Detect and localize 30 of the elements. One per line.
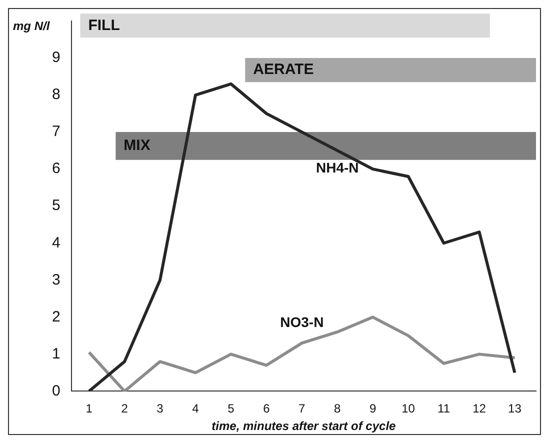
series-label: NO3-N xyxy=(280,314,324,330)
y-tick-label: 0 xyxy=(52,382,60,400)
y-tick-label: 2 xyxy=(52,308,60,326)
x-tick-label: 5 xyxy=(228,402,235,416)
x-tick-label: 11 xyxy=(438,402,450,416)
band-label: MIX xyxy=(124,137,150,154)
x-tick-label: 12 xyxy=(472,402,486,416)
y-tick-label: 3 xyxy=(52,271,60,288)
x-tick-label: 4 xyxy=(192,402,200,416)
x-axis-title: time, minutes after start of cycle xyxy=(212,419,396,434)
x-tick-label: 6 xyxy=(263,402,270,416)
y-tick-label: 5 xyxy=(52,197,60,214)
x-tick-label: 1 xyxy=(86,402,93,416)
series-label: NH4-N xyxy=(316,160,359,176)
band-label: FILL xyxy=(88,16,120,34)
x-tick-label: 3 xyxy=(156,402,164,416)
y-tick-label: 6 xyxy=(52,160,60,178)
x-tick-label: 10 xyxy=(402,402,416,416)
x-tick-label: 9 xyxy=(369,402,376,416)
x-tick-label: 2 xyxy=(121,402,128,416)
band-label: AERATE xyxy=(253,61,314,78)
x-tick-label: 8 xyxy=(334,402,342,416)
x-tick-label: 13 xyxy=(508,402,522,416)
y-tick-label: 9 xyxy=(52,49,60,66)
y-axis-title: mg N/l xyxy=(13,18,50,33)
x-tick-label: 7 xyxy=(298,402,306,416)
y-tick-label: 7 xyxy=(52,123,60,140)
y-tick-label: 4 xyxy=(52,234,60,252)
y-tick-label: 1 xyxy=(52,345,60,362)
y-tick-label: 8 xyxy=(52,86,60,104)
